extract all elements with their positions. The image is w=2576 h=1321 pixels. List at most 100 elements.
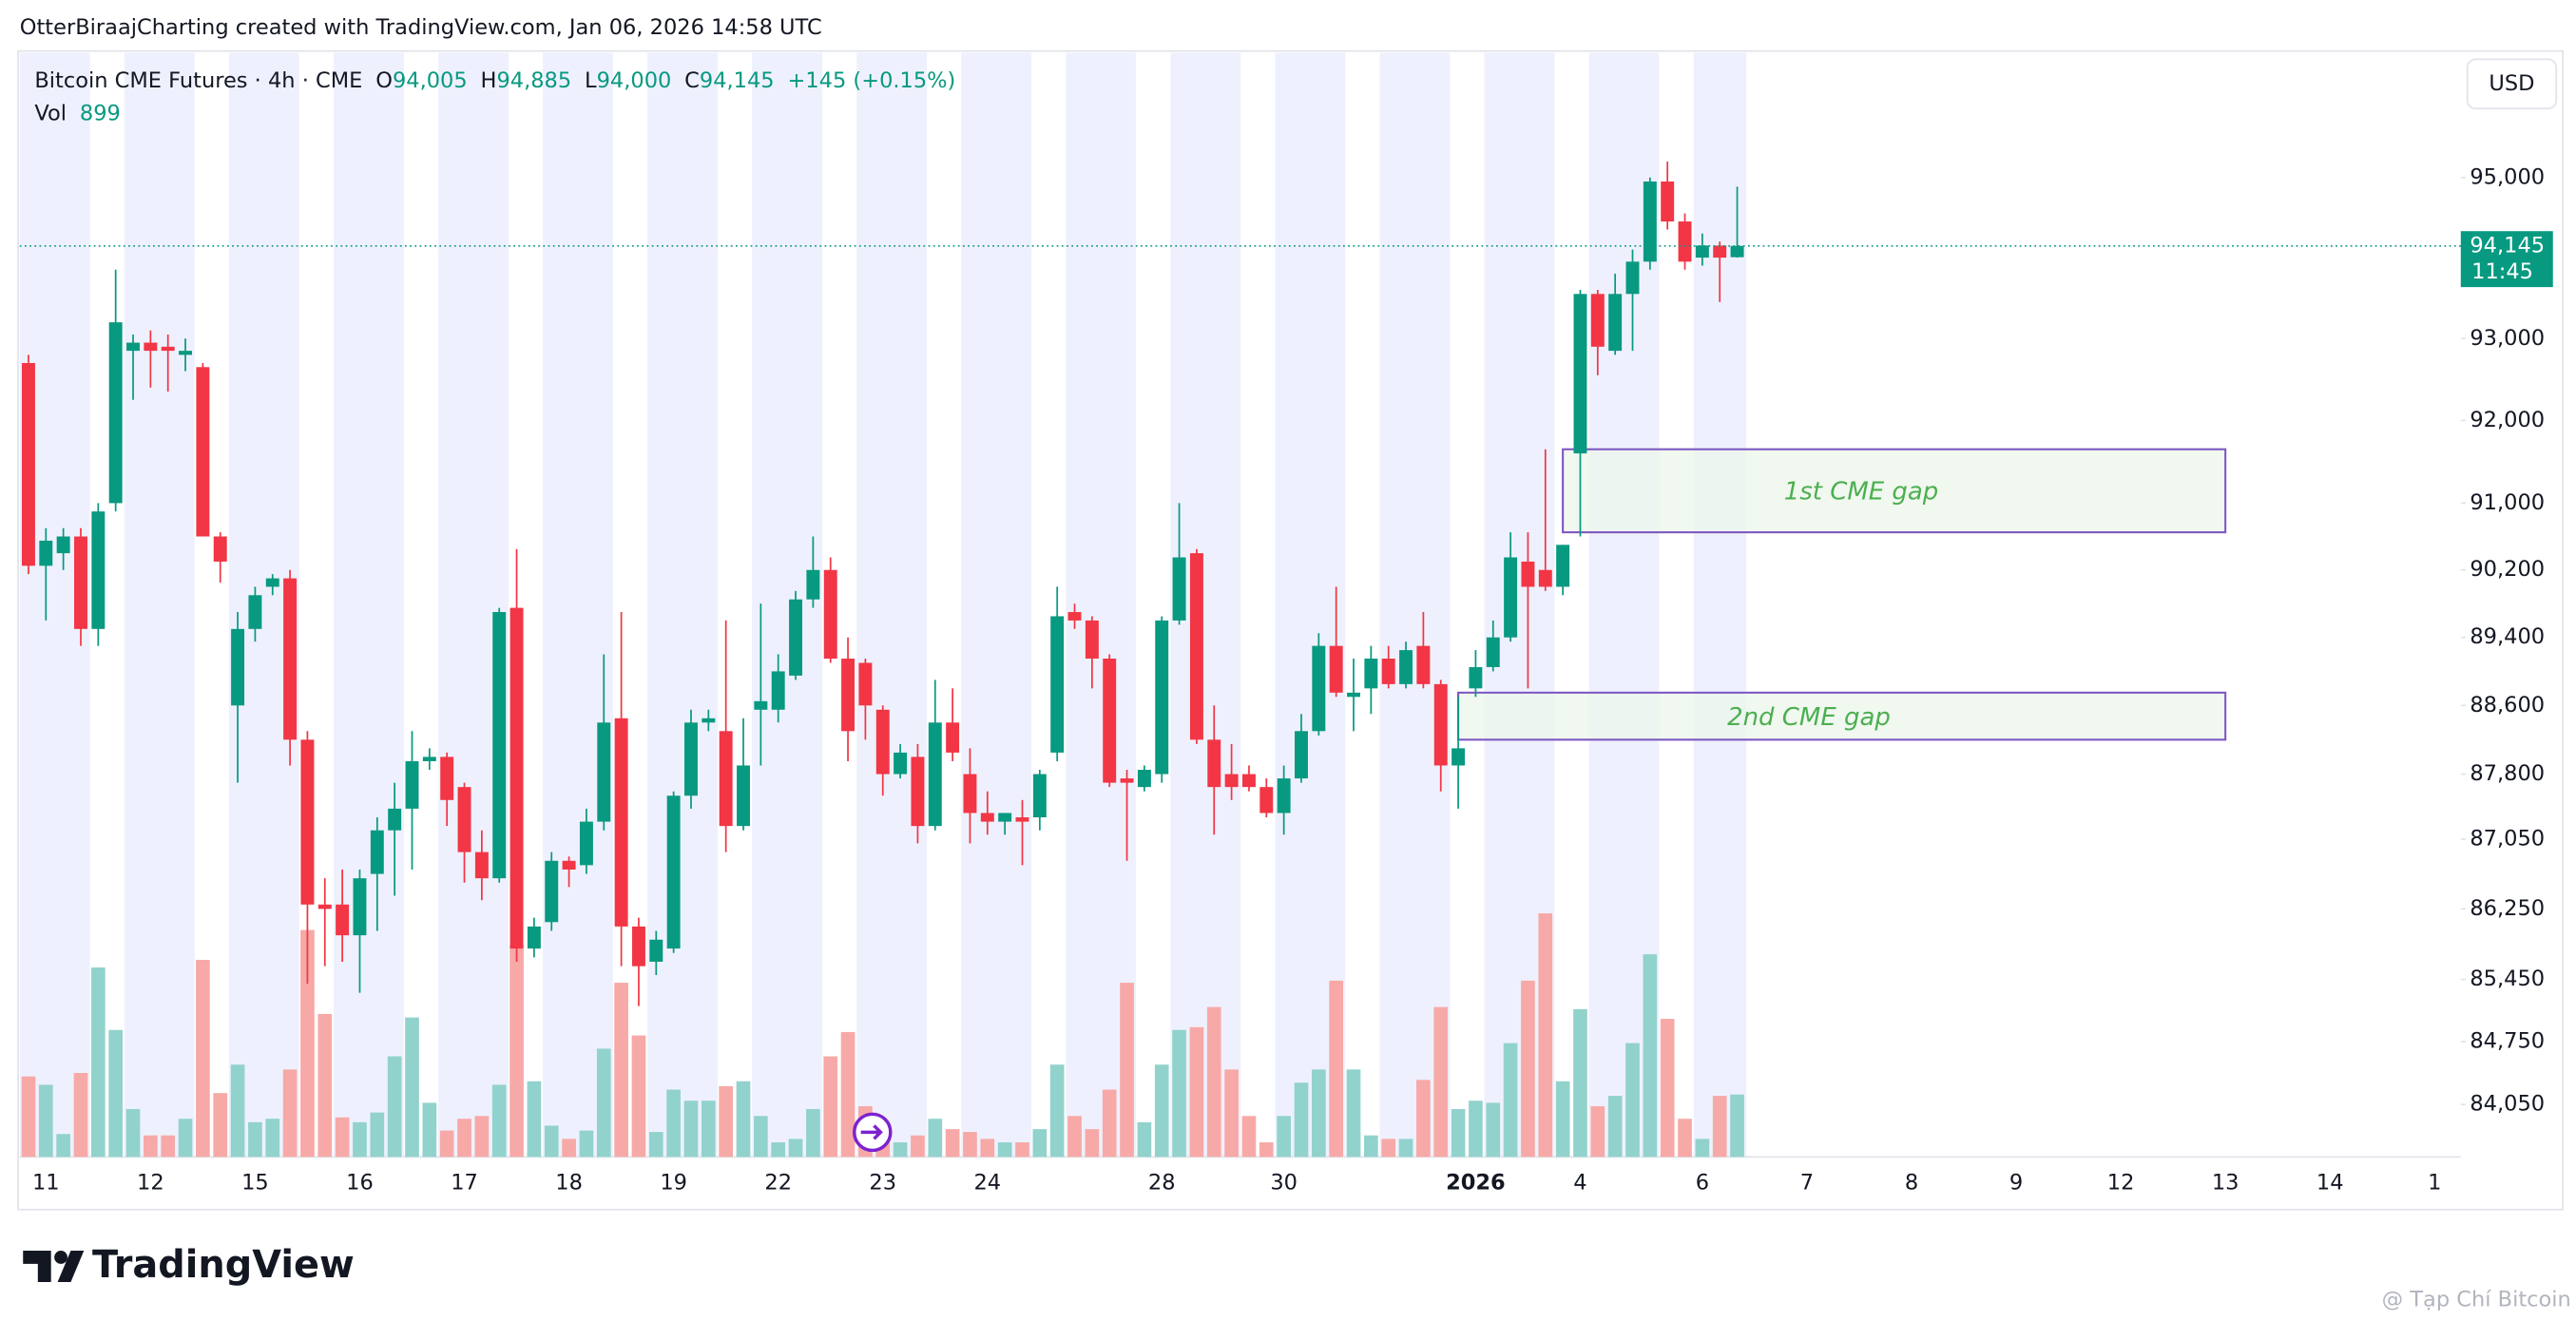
volume-bar [1120,983,1134,1158]
candle-body [56,536,70,554]
currency[interactable]: USD [2489,71,2534,96]
volume-bar [579,1130,594,1158]
volume-bar [178,1119,193,1158]
candle-body [1590,294,1605,347]
candle-body [1521,561,1535,587]
volume-bar [683,1101,699,1158]
logo-slash [57,1251,85,1282]
session-band [856,52,875,1158]
x-tick-label: 13 [2212,1171,2240,1196]
candle-body [1713,245,1727,258]
candle-body [737,765,750,827]
volume-bar [1730,1094,1744,1158]
attribution: OtterBiraajCharting created with Trading… [20,15,822,40]
last-price-box [2460,231,2553,288]
candle-body [353,878,367,936]
volume-bar [161,1135,176,1158]
session-band [142,52,161,1158]
volume-bar [509,944,524,1158]
volume-bar [1032,1129,1048,1158]
volume-bar [1555,1081,1570,1158]
candle-body [946,722,960,753]
volume-bar [648,1132,663,1158]
session-band [1396,52,1415,1158]
volume-bar [370,1112,385,1158]
volume-bar [248,1121,262,1158]
candle-body [1015,817,1029,822]
volume-bar [317,1013,333,1158]
volume-bar [1329,980,1344,1158]
session-band [124,52,143,1158]
y-tick-label: 88,600 [2470,693,2545,718]
candle-body [1120,778,1134,783]
session-band [228,52,247,1158]
candle-body [998,813,1012,822]
candle-body [1661,181,1675,222]
candle-body [1643,181,1657,262]
candle-body [179,351,193,355]
gap-label: 2nd CME gap [1727,703,1891,732]
volume-bar [353,1121,367,1158]
h-label: H [481,67,497,92]
volume-bar [1346,1069,1361,1158]
candle-body [1347,692,1360,698]
session-band [490,52,509,1158]
volume-bar [963,1132,977,1158]
h-value: 94,885 [496,67,571,92]
volume-bar [806,1108,820,1158]
candle-body [1538,569,1552,587]
volume-bar [335,1117,350,1158]
logo-dot [54,1251,67,1264]
volume-bar [1067,1116,1082,1158]
volume-bar [230,1064,245,1158]
candle-body [1067,612,1082,621]
session-band [1275,52,1294,1158]
session-band [159,52,178,1158]
candle-body [702,718,716,723]
volume-bar [840,1031,855,1158]
candle-body [405,760,419,809]
volume-bar [387,1056,402,1158]
x-tick-label: 12 [2107,1171,2135,1196]
candle-body [283,578,298,740]
session-band [1641,52,1660,1158]
volume-bar [596,1048,611,1158]
volume-bar [405,1017,419,1158]
x-tick-label: 17 [451,1171,478,1196]
volume-bar [1712,1096,1727,1158]
volume-bar [90,967,106,1158]
volume-bar [562,1139,576,1158]
volume-bar [1416,1080,1431,1158]
volume-bar [666,1089,681,1158]
volume-bar [701,1101,716,1158]
volume-bar [1469,1101,1483,1158]
candle-body [963,774,977,814]
candle-body [317,904,332,909]
volume-bar [980,1139,995,1158]
candle-body [231,628,245,706]
candle-body [806,569,820,600]
candle-body [422,756,436,761]
volume-bar [265,1119,280,1158]
y-tick-label: 87,050 [2470,826,2545,851]
candle-body [527,926,541,949]
candle-body [928,722,942,827]
volume-bar [1643,954,1658,1158]
candle-body [509,607,524,949]
volume-bar [1294,1082,1309,1158]
session-band [1101,52,1119,1158]
candle-body [1364,659,1378,689]
x-tick-label: 19 [660,1171,687,1196]
volume-bar [125,1108,141,1158]
session-band [664,52,683,1158]
volume-bar [1607,1096,1623,1158]
x-tick-label: 9 [2009,1171,2023,1196]
countdown: 11:45 [2471,259,2533,284]
volume-bar [911,1135,925,1158]
volume-bar [213,1093,228,1158]
candle-body [614,718,628,927]
o-value: 94,005 [393,67,468,92]
volume-bar [1695,1139,1710,1158]
candle-body [1295,731,1308,779]
currency-button[interactable] [2466,58,2558,110]
